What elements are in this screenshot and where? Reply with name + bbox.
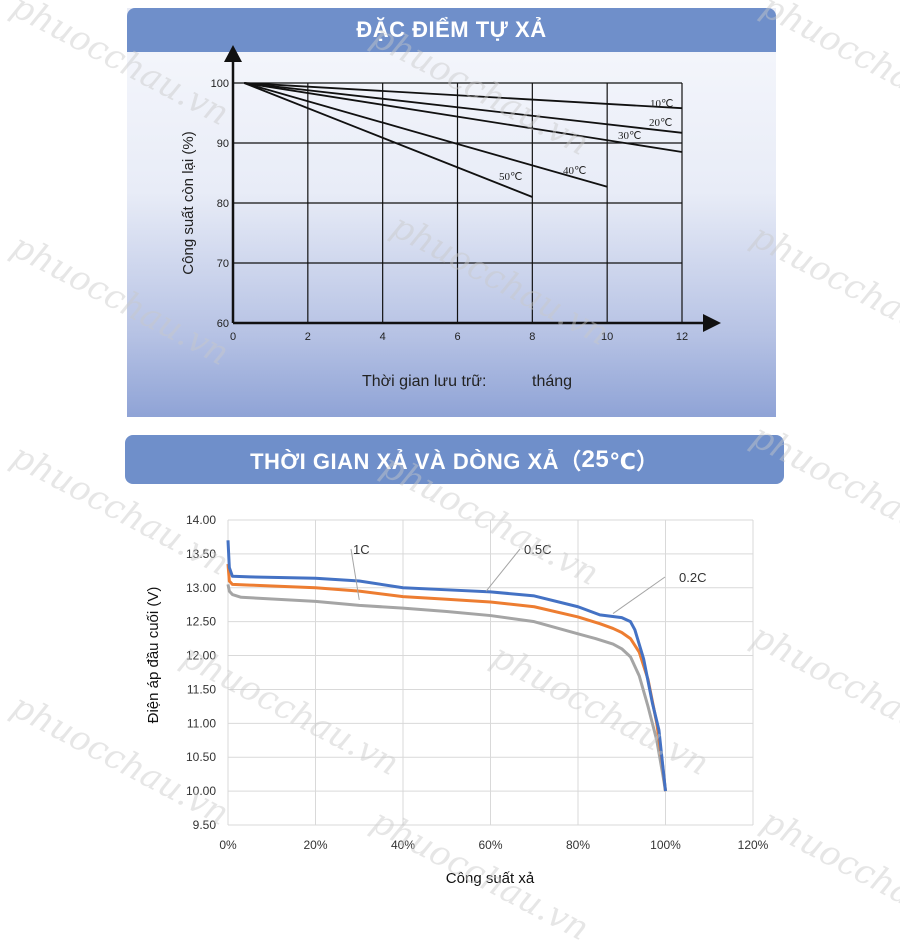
top-y-tick-label: 70 <box>217 258 229 270</box>
bottom-x-tick-label: 0% <box>219 838 237 852</box>
discharge-curve-chart: 9.50 10.00 10.50 11.00 11.50 12.00 12.50 13.00 1… <box>145 513 769 887</box>
bottom-y-tick-label: 10.50 <box>186 750 216 764</box>
self-discharge-chart: 10℃ 20℃ 30℃ 40℃ 50℃ 60 70 80 90 100 0 2 4 6 8 10 12 Côn… <box>180 45 721 390</box>
bottom-xlabel: Công suất xả <box>446 870 535 887</box>
bottom-x-tick-label: 60% <box>478 838 502 852</box>
top-series-label: 10℃ <box>650 98 673 110</box>
top-x-tick-label: 4 <box>380 331 386 343</box>
bottom-series-label: 1C <box>353 542 370 557</box>
self-discharge-panel <box>127 8 776 417</box>
bottom-series-line <box>226 584 667 792</box>
top-series-line <box>244 82 683 134</box>
discharge-title-end: ℃） <box>609 448 659 474</box>
bottom-x-tick-label: 80% <box>566 838 590 852</box>
bottom-y-tick-label: 14.00 <box>186 513 216 527</box>
bottom-y-tick-label: 10.00 <box>186 784 216 798</box>
top-x-tick-label: 6 <box>454 331 460 343</box>
bottom-x-tick-label: 20% <box>303 838 327 852</box>
bottom-x-tick-label: 120% <box>738 838 769 852</box>
discharge-title-text: THỜI GIAN XẢ VÀ DÒNG XẢ（ <box>250 448 582 474</box>
top-y-tick-label: 60 <box>217 318 229 330</box>
bottom-x-tick-label: 100% <box>650 838 681 852</box>
bottom-callout-line <box>612 576 666 614</box>
bottom-y-tick-label: 13.50 <box>186 547 216 561</box>
top-x-tick-label: 2 <box>305 331 311 343</box>
discharge-title-temp: 25 <box>581 445 610 473</box>
top-x-axis-arrow <box>703 314 721 332</box>
top-x-tick-label: 10 <box>601 331 613 343</box>
bottom-y-tick-label: 12.00 <box>186 649 216 663</box>
bottom-series-label: 0.2C <box>679 570 706 585</box>
bottom-y-tick-label: 11.00 <box>187 716 216 730</box>
top-y-tick-label: 80 <box>217 198 229 210</box>
top-y-tick-label: 90 <box>217 138 229 150</box>
bottom-y-tick-label: 11.50 <box>187 682 216 696</box>
top-ylabel: Công suất còn lại (%) <box>180 131 197 274</box>
bottom-series-label: 0.5C <box>524 542 551 557</box>
top-x-tick-label: 12 <box>676 331 688 343</box>
top-series-line <box>244 82 683 110</box>
top-series-line <box>243 82 608 188</box>
top-x-tick-label: 8 <box>529 331 535 343</box>
top-y-axis-arrow <box>224 45 242 62</box>
top-series-label: 50℃ <box>499 171 522 183</box>
bottom-callout-line <box>485 548 521 592</box>
self-discharge-title: ĐẶC ĐIỂM TỰ XẢ <box>127 8 776 52</box>
top-series-label: 30℃ <box>618 130 641 142</box>
top-series-line <box>243 82 533 198</box>
discharge-time-title: THỜI GIAN XẢ VÀ DÒNG XẢ（ 25 ℃） <box>125 435 784 484</box>
bottom-x-tick-label: 40% <box>391 838 415 852</box>
top-series-label: 40℃ <box>563 165 586 177</box>
bottom-y-tick-label: 13.00 <box>186 581 216 595</box>
bottom-ylabel: Điện áp đầu cuối (V) <box>145 587 162 724</box>
top-y-tick-label: 100 <box>211 78 229 90</box>
bottom-y-tick-label: 9.50 <box>193 818 217 832</box>
bottom-y-tick-label: 12.50 <box>186 615 216 629</box>
bottom-callout-line <box>350 548 360 601</box>
top-xlabel: Thời gian lưu trữ: <box>362 373 486 390</box>
bottom-series-line <box>226 540 667 792</box>
top-series-line <box>244 82 683 153</box>
top-series-label: 20℃ <box>649 117 672 129</box>
top-x-tick-label: 0 <box>230 331 236 343</box>
top-xlabel-unit: tháng <box>532 373 572 390</box>
